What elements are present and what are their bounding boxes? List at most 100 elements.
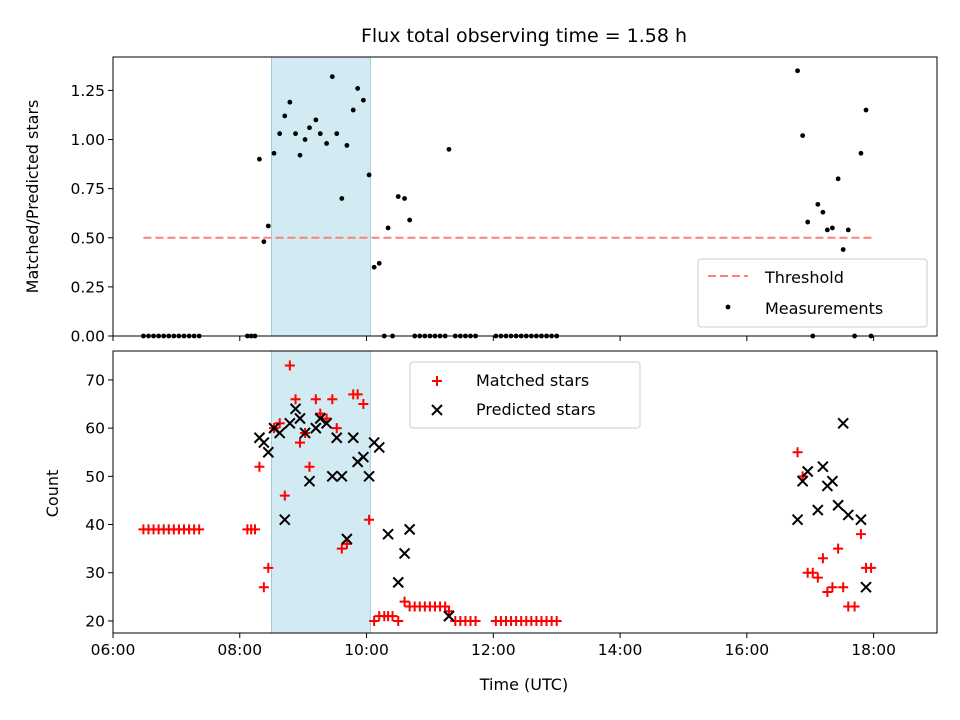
- legend-matched-swatch: [432, 376, 442, 386]
- legend-label: Predicted stars: [476, 400, 596, 419]
- matched-point: [833, 543, 844, 554]
- axes-frame: [112, 350, 938, 634]
- measurements-series: [141, 68, 874, 339]
- matched-point: [807, 567, 818, 578]
- predicted-point: [832, 499, 844, 511]
- highlight-span: [271, 56, 371, 337]
- matched-point: [294, 437, 305, 448]
- matched-point: [304, 461, 315, 472]
- matched-point: [822, 587, 833, 598]
- bottom-chart-ylabel: Count: [43, 470, 62, 518]
- legend: Matched stars Predicted stars: [409, 361, 641, 429]
- matched-stars-series: [138, 360, 877, 626]
- predicted-point: [331, 432, 343, 444]
- measurement-point: [858, 150, 864, 156]
- predicted-point: [796, 475, 809, 487]
- matched-point: [254, 461, 265, 472]
- predicted-point: [403, 523, 416, 536]
- y-tick-label: 20: [85, 612, 105, 630]
- predicted-point: [336, 470, 348, 483]
- matched-point: [849, 601, 860, 612]
- measurement-point: [824, 227, 830, 233]
- matched-point: [249, 524, 260, 535]
- measurement-point: [800, 133, 806, 138]
- matched-point: [792, 447, 803, 458]
- predicted-point: [289, 403, 302, 415]
- y-tick-label: 0.75: [70, 180, 105, 198]
- measurement-point: [402, 196, 407, 201]
- legend-label: Matched stars: [476, 371, 589, 390]
- matched-point: [817, 553, 828, 564]
- matched-point: [341, 538, 352, 549]
- measurement-point: [317, 131, 323, 137]
- measurement-point: [293, 131, 298, 137]
- predicted-point: [392, 576, 404, 589]
- x-tick-label: 16:00: [725, 641, 770, 659]
- matched-point: [827, 582, 838, 593]
- measurement-point: [863, 107, 869, 113]
- legend-predicted-swatch: [431, 404, 443, 416]
- predicted-point: [262, 446, 274, 458]
- y-tick-label: 50: [85, 468, 105, 486]
- top-chart-title: Flux total observing time = 1.58 h: [361, 25, 687, 47]
- matched-point: [327, 394, 338, 405]
- x-tick-label: 12:00: [471, 641, 516, 659]
- measurement-point: [840, 247, 846, 252]
- legend-measurement-swatch: [725, 304, 731, 310]
- measurement-point: [329, 74, 335, 80]
- matched-point: [358, 399, 369, 410]
- measurement-point: [820, 209, 826, 215]
- measurement-point: [344, 143, 350, 148]
- matched-point: [284, 360, 295, 371]
- measurement-point: [376, 260, 382, 266]
- predicted-point: [314, 412, 326, 425]
- matched-point: [551, 615, 562, 626]
- measurement-point: [830, 225, 835, 231]
- predicted-point: [310, 422, 322, 434]
- plot-area: 0.00 0.25 0.50 0.75 1.00 1.25 Threshold Measure…: [70, 56, 938, 659]
- predicted-point: [363, 470, 375, 483]
- measurement-point: [334, 131, 340, 137]
- matched-point: [290, 394, 301, 405]
- predicted-point: [855, 514, 867, 526]
- matched-point: [315, 408, 326, 419]
- matched-point: [855, 529, 866, 540]
- x-tick-label: 06:00: [91, 641, 136, 659]
- predicted-point: [279, 514, 291, 526]
- predicted-point: [837, 417, 849, 430]
- measurement-point: [265, 223, 271, 229]
- measurement-point: [339, 196, 345, 201]
- predicted-point: [791, 514, 804, 526]
- matched-point: [387, 611, 398, 622]
- y-tick-label: 1.00: [70, 131, 105, 149]
- matched-point: [194, 524, 205, 535]
- predicted-stars-series: [253, 403, 872, 622]
- predicted-point: [357, 451, 370, 463]
- y-tick-label: 40: [85, 516, 105, 534]
- predicted-point: [347, 432, 359, 444]
- legend-box: [409, 361, 641, 429]
- legend-label: Threshold: [764, 268, 844, 287]
- measurement-point: [302, 137, 308, 142]
- matched-point: [866, 562, 877, 573]
- y-tick-label: 30: [85, 564, 105, 582]
- predicted-point: [373, 441, 385, 454]
- predicted-point: [258, 436, 270, 449]
- measurement-point: [307, 125, 312, 131]
- measurement-point: [815, 201, 821, 207]
- top-chart-ylabel: Matched/Predicted stars: [23, 100, 42, 294]
- highlight-span: [271, 350, 371, 634]
- matched-point: [812, 572, 823, 583]
- measurement-point: [407, 217, 413, 223]
- predicted-point: [826, 475, 839, 487]
- predicted-point: [303, 475, 316, 487]
- legend-box: [697, 258, 928, 328]
- ratio-panel: 0.00 0.25 0.50 0.75 1.00 1.25 Threshold Measure…: [70, 56, 938, 346]
- predicted-point: [817, 460, 829, 473]
- matched-point: [258, 582, 269, 593]
- measurement-point: [371, 264, 377, 270]
- matched-point: [399, 596, 410, 607]
- measurement-point: [313, 117, 319, 123]
- axes-frame: [112, 56, 938, 337]
